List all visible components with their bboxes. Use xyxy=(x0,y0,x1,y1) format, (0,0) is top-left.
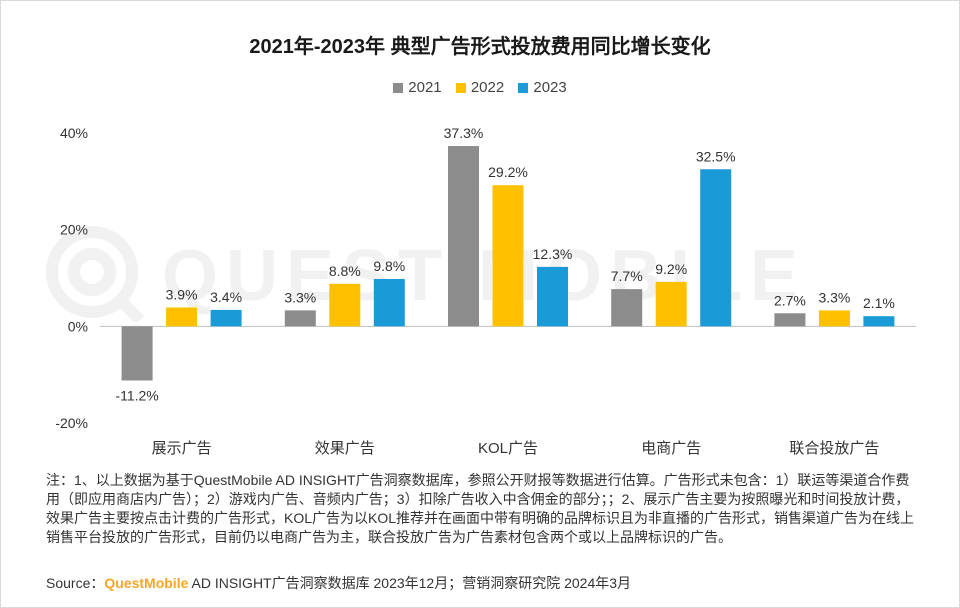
x-tick-label: KOL广告 xyxy=(478,440,538,457)
bar-2021-2 xyxy=(448,146,479,327)
data-label: 32.5% xyxy=(696,148,736,164)
legend-item-2022: 2022 xyxy=(455,79,505,96)
data-label: 2.7% xyxy=(774,292,806,308)
y-tick-label: -20% xyxy=(55,415,88,431)
legend-swatch-2023 xyxy=(518,82,529,93)
bar-2021-0 xyxy=(121,326,153,381)
data-label: 3.3% xyxy=(818,289,850,305)
y-tick-label: 20% xyxy=(60,222,88,238)
bar-2023-2 xyxy=(537,266,568,327)
data-label: 9.2% xyxy=(655,261,687,277)
source-brand: QuestMobile xyxy=(104,575,189,591)
data-label: 37.3% xyxy=(444,125,484,141)
bar-2022-0 xyxy=(166,307,198,327)
x-tick-label: 效果广告 xyxy=(315,440,375,457)
chart-title: 2021年-2023年 典型广告形式投放费用同比增长变化 xyxy=(249,36,711,58)
bar-2021-3 xyxy=(611,289,643,327)
data-label: 29.2% xyxy=(488,164,528,180)
y-tick-label: 0% xyxy=(68,318,88,334)
data-label: 3.4% xyxy=(210,289,242,305)
legend-swatch-2022 xyxy=(455,82,466,93)
data-label: 3.3% xyxy=(284,289,316,305)
source-line: Source：QuestMobile AD INSIGHT广告洞察数据库 202… xyxy=(46,573,916,593)
bar-2021-4 xyxy=(774,313,806,327)
x-tick-label: 电商广告 xyxy=(641,440,701,457)
legend-label-2023: 2023 xyxy=(533,79,567,96)
legend-item-2021: 2021 xyxy=(393,79,442,96)
data-label: 7.7% xyxy=(611,268,643,284)
legend-swatch-2021 xyxy=(393,82,404,93)
data-label: 3.9% xyxy=(166,286,198,302)
bar-2023-0 xyxy=(210,309,242,327)
bar-2023-3 xyxy=(700,169,732,327)
bar-2022-2 xyxy=(492,185,524,327)
bar-2021-1 xyxy=(284,310,316,327)
legend-label-2021: 2021 xyxy=(408,79,442,96)
source-label: Source： xyxy=(46,575,105,591)
source-rest: AD INSIGHT广告洞察数据库 2023年12月；营销洞察研究院 2024年… xyxy=(188,575,632,591)
data-label: 8.8% xyxy=(329,263,361,279)
bar-chart: -20% 0% 20% 40% -11.2% 3.9% 3.4% 展示广告 3.3% 8.8% 9.… xyxy=(55,125,916,457)
x-tick-label: 联合投放广告 xyxy=(789,440,879,457)
x-tick-label: 展示广告 xyxy=(152,440,212,457)
data-label: -11.2% xyxy=(115,387,158,403)
data-label: 12.3% xyxy=(533,246,573,262)
chart-legend: 2021 2022 2023 xyxy=(0,79,960,97)
footnote: 注：1、以上数据为基于QuestMobile AD INSIGHT广告洞察数据库… xyxy=(46,472,915,545)
bar-2022-1 xyxy=(329,283,361,327)
y-tick-label: 40% xyxy=(60,125,88,141)
legend-item-2023: 2023 xyxy=(518,79,567,96)
bar-2022-4 xyxy=(818,310,850,327)
data-label: 2.1% xyxy=(863,295,895,311)
data-label: 9.8% xyxy=(373,258,405,274)
bar-2022-3 xyxy=(655,281,687,327)
legend-label-2022: 2022 xyxy=(470,79,505,96)
bar-2023-4 xyxy=(863,316,895,327)
bar-2023-1 xyxy=(373,278,405,327)
